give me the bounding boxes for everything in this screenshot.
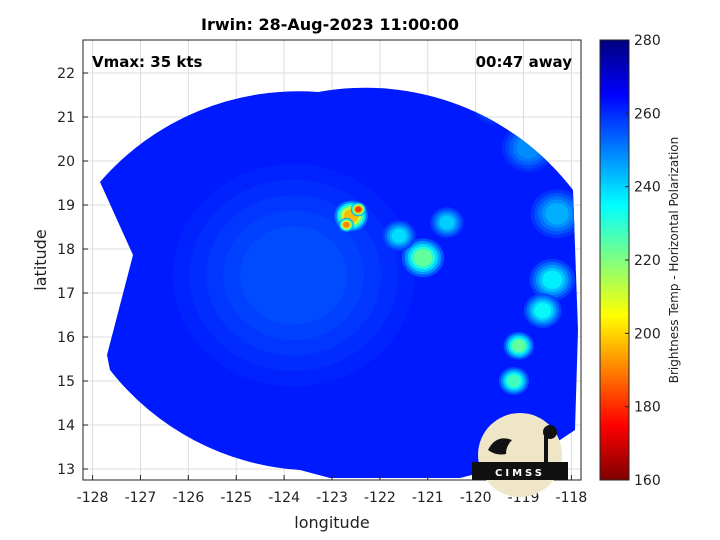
x-tick-label: -127 (125, 490, 157, 506)
logo-tower-icon (544, 436, 548, 462)
x-tick-label: -118 (556, 490, 588, 506)
eye-region-layer (240, 226, 348, 325)
y-tick-label: 21 (57, 110, 75, 126)
y-tick-label: 13 (57, 462, 75, 478)
x-tick-label: -125 (220, 490, 252, 506)
x-axis-label: longitude (294, 513, 369, 532)
y-tick-label: 19 (57, 198, 75, 214)
y-tick-label: 22 (57, 66, 75, 82)
logo-building-icon (472, 462, 568, 480)
colorbar-tick-label: 220 (634, 253, 661, 269)
colorbar-tick-label: 280 (634, 33, 661, 49)
x-tick-label: -126 (172, 490, 204, 506)
x-tick-label: -124 (268, 490, 300, 506)
colorbar-ticks: 160 180 200 220 240 260 280 (625, 33, 661, 489)
logo-water-tank-icon (543, 425, 557, 439)
outer-band-7 (523, 293, 562, 328)
core-hot-1-layer (354, 206, 362, 213)
colorbar-gradient (599, 39, 630, 481)
logo-satellite-dish-icon (488, 438, 512, 455)
core-hot-2 (338, 217, 354, 232)
outer-band-7-layer (534, 302, 552, 319)
outer-band-4 (530, 189, 578, 239)
y-tick-label: 15 (57, 374, 75, 390)
outer-band-2 (498, 367, 530, 395)
outer-band-4-layer (545, 203, 569, 225)
y-tick-label: 20 (57, 154, 75, 170)
x-tick-label: -120 (460, 490, 492, 506)
outer-band-3 (529, 258, 575, 301)
x-tick-label: -121 (412, 490, 444, 506)
vmax-label: Vmax: 35 kts (92, 53, 202, 71)
x-tick-label: -122 (364, 490, 396, 506)
x-tick-label: -123 (316, 490, 348, 506)
y-tick-label: 14 (57, 418, 75, 434)
y-tick-label: 18 (57, 242, 75, 258)
chart-title: Irwin: 28-Aug-2023 11:00:00 (201, 15, 459, 34)
outer-band-1 (503, 331, 534, 360)
y-tick-label: 17 (57, 286, 75, 302)
y-tick-label: 16 (57, 330, 75, 346)
time-away-label: 00:47 away (476, 53, 573, 71)
band-cell-2-layer (391, 229, 407, 243)
colorbar-label: Brightness Temp - Horizontal Polarizatio… (667, 137, 681, 384)
core-hot-1 (350, 202, 366, 217)
band-cell-1-layer (413, 249, 433, 267)
logo-text: CIMSS (495, 468, 545, 479)
cimss-logo: CIMSS (472, 413, 568, 497)
outer-band-2-layer (507, 374, 521, 388)
band-cell-1 (401, 238, 445, 278)
colorbar-tick-label: 160 (634, 473, 661, 489)
core-hot-2-layer (343, 221, 350, 228)
colorbar: 160 180 200 220 240 260 280 Brightness Temp - … (599, 33, 681, 489)
colorbar-tick-label: 200 (634, 326, 661, 342)
band-cell-3-layer (439, 215, 455, 230)
colorbar-tick-label: 260 (634, 106, 661, 122)
eye-region (172, 164, 415, 387)
outer-band-1-layer (512, 339, 526, 352)
colorbar-tick-label: 240 (634, 180, 661, 196)
x-tick-label: -128 (77, 490, 109, 506)
y-axis-label: latitude (31, 229, 50, 290)
band-cell-2 (382, 220, 416, 252)
band-cell-3 (430, 207, 464, 238)
colorbar-tick-label: 180 (634, 400, 661, 416)
y-axis: 13 14 15 16 17 18 19 20 21 22 (57, 66, 88, 478)
outer-band-3-layer (542, 270, 563, 290)
